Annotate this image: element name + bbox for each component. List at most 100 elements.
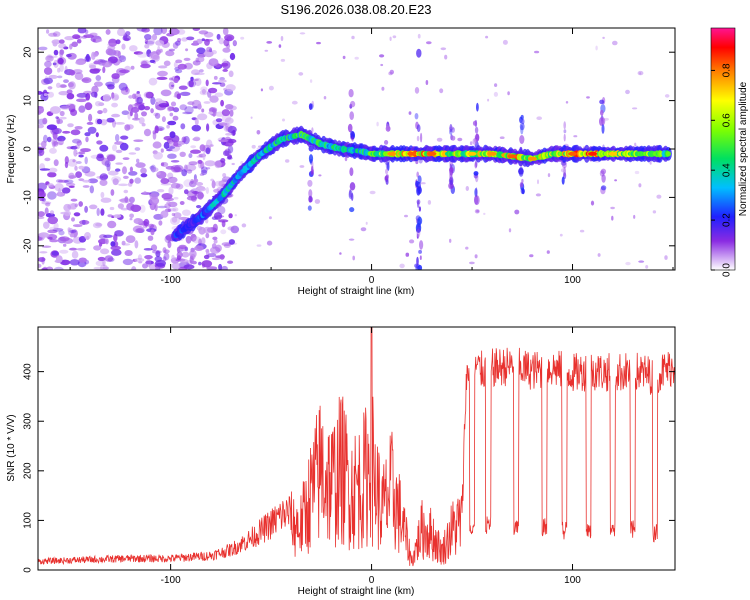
- noise-blob: [171, 212, 176, 217]
- noise-blob: [144, 38, 148, 44]
- streak-blob: [385, 168, 389, 175]
- noise-blob: [207, 253, 217, 258]
- noise-blob: [664, 94, 670, 98]
- noise-blob: [93, 81, 103, 87]
- noise-blob: [201, 260, 213, 268]
- noise-blob: [348, 238, 355, 241]
- streak-blob: [385, 125, 391, 132]
- noise-blob: [225, 133, 232, 136]
- noise-blob: [228, 105, 237, 111]
- noise-blob: [169, 112, 174, 117]
- noise-blob: [129, 45, 138, 52]
- noise-blob: [90, 91, 98, 98]
- noise-blob: [94, 38, 103, 43]
- noise-blob: [141, 28, 150, 33]
- noise-blob: [285, 159, 290, 163]
- streak-blob: [600, 109, 604, 116]
- noise-blob: [173, 196, 179, 200]
- streak-blob: [475, 187, 478, 198]
- noise-blob: [143, 190, 147, 196]
- noise-blob: [84, 55, 92, 63]
- snr-y-label: SNR (10 * V/V): [6, 414, 17, 481]
- noise-blob: [264, 49, 269, 52]
- noise-blob: [233, 41, 237, 46]
- noise-blob: [206, 123, 210, 132]
- noise-blob: [241, 223, 247, 228]
- noise-blob: [211, 180, 216, 189]
- noise-blob: [211, 257, 221, 261]
- noise-blob: [189, 249, 197, 258]
- noise-blob: [81, 77, 92, 84]
- y-tick-label: 300: [23, 412, 34, 429]
- noise-blob: [155, 259, 166, 267]
- noise-blob: [191, 124, 201, 132]
- noise-blob: [169, 77, 174, 81]
- noise-blob: [633, 214, 636, 219]
- ridge-peak: [487, 151, 497, 156]
- streak-blob: [520, 114, 524, 120]
- noise-blob: [494, 83, 498, 87]
- noise-blob: [41, 198, 46, 202]
- noise-blob: [216, 33, 221, 40]
- noise-blob: [150, 96, 156, 105]
- noise-blob: [215, 244, 222, 252]
- noise-blob: [47, 191, 57, 200]
- noise-blob: [84, 29, 89, 34]
- noise-blob: [95, 101, 102, 107]
- noise-blob: [122, 166, 127, 175]
- noise-blob: [417, 33, 421, 39]
- noise-blob: [143, 218, 150, 227]
- noise-blob: [212, 223, 218, 232]
- noise-blob: [280, 58, 286, 62]
- noise-blob: [57, 57, 64, 65]
- noise-blob: [220, 229, 227, 235]
- noise-blob: [476, 209, 480, 213]
- ridge-peak: [407, 151, 417, 156]
- noise-blob: [529, 254, 534, 258]
- noise-blob: [59, 84, 67, 88]
- noise-blob: [221, 265, 228, 270]
- noise-blob: [89, 185, 95, 194]
- noise-blob: [208, 58, 219, 67]
- noise-blob: [278, 44, 282, 48]
- noise-blob: [180, 123, 186, 130]
- streak-blob: [349, 167, 354, 177]
- streak-blob: [560, 168, 566, 173]
- noise-blob: [158, 103, 170, 108]
- noise-blob: [508, 228, 512, 233]
- noise-blob: [218, 263, 223, 270]
- noise-blob: [181, 37, 188, 42]
- noise-blob: [76, 92, 88, 98]
- streak-blob: [420, 132, 423, 143]
- noise-blob: [38, 124, 44, 129]
- noise-blob: [205, 79, 209, 87]
- noise-blob: [230, 225, 240, 234]
- noise-blob: [58, 187, 61, 196]
- noise-blob: [167, 176, 178, 184]
- noise-blob: [223, 38, 230, 47]
- noise-blob: [100, 248, 110, 255]
- noise-blob: [96, 118, 103, 125]
- noise-blob: [57, 179, 69, 183]
- noise-blob: [173, 61, 178, 68]
- noise-blob: [595, 45, 598, 51]
- streak-blob: [561, 176, 565, 185]
- noise-blob: [84, 132, 91, 137]
- noise-blob: [634, 142, 637, 146]
- noise-blob: [225, 84, 236, 92]
- noise-blob: [150, 229, 155, 236]
- noise-blob: [160, 89, 172, 97]
- noise-blob: [168, 81, 175, 90]
- noise-blob: [163, 249, 170, 254]
- noise-blob: [220, 158, 226, 163]
- noise-blob: [547, 173, 551, 178]
- noise-blob: [179, 201, 185, 205]
- noise-blob: [148, 77, 158, 86]
- noise-blob: [115, 39, 121, 45]
- noise-blob: [89, 204, 98, 210]
- noise-blob: [125, 235, 136, 244]
- noise-blob: [208, 87, 218, 94]
- noise-blob: [221, 62, 229, 67]
- noise-blob: [104, 255, 114, 262]
- noise-blob: [559, 233, 563, 237]
